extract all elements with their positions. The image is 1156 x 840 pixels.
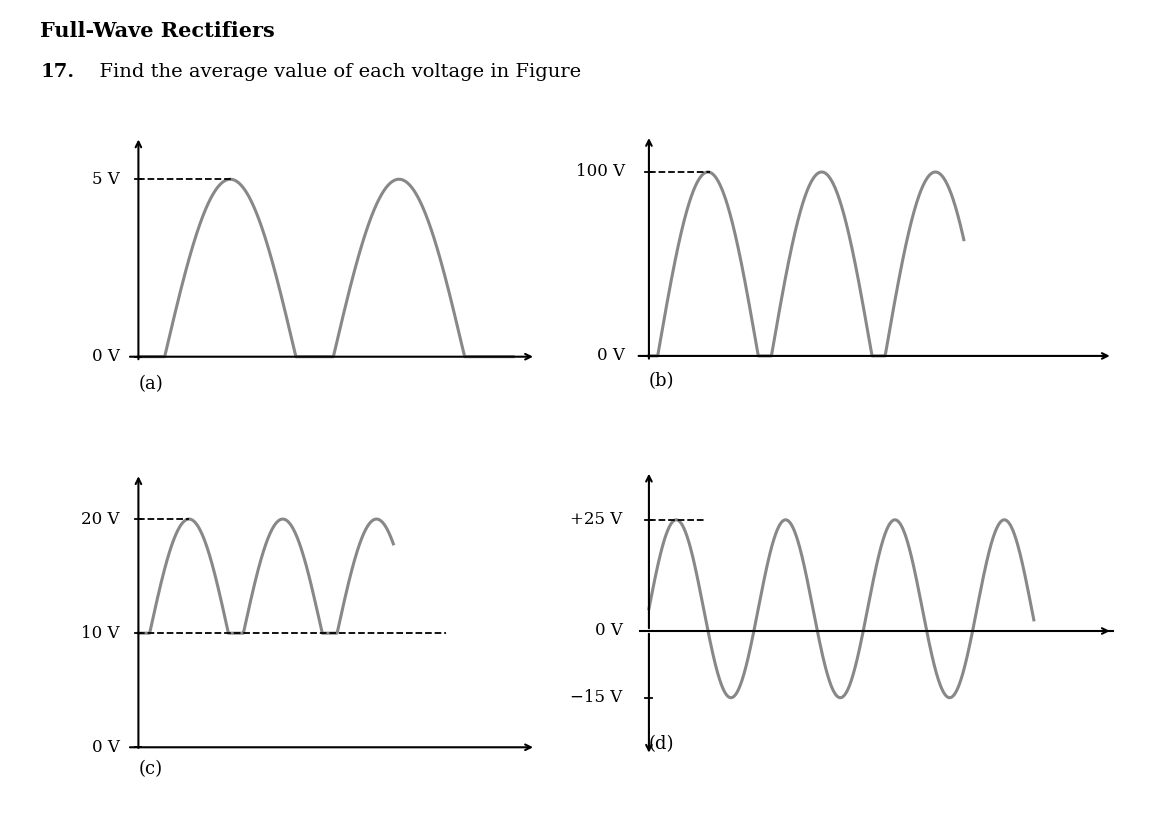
Text: (a): (a): [139, 375, 163, 393]
Text: (b): (b): [649, 372, 674, 391]
Text: (d): (d): [649, 735, 674, 753]
Text: (c): (c): [139, 760, 163, 778]
Text: 0 V: 0 V: [91, 739, 120, 756]
Text: 0 V: 0 V: [596, 348, 625, 365]
Text: 100 V: 100 V: [576, 164, 625, 181]
Text: 20 V: 20 V: [81, 511, 120, 528]
Text: 5 V: 5 V: [92, 171, 120, 187]
Text: Find the average value of each voltage in Figure: Find the average value of each voltage i…: [87, 63, 580, 81]
Text: 10 V: 10 V: [81, 625, 120, 642]
Text: Full-Wave Rectifiers: Full-Wave Rectifiers: [40, 21, 275, 41]
Text: 17.: 17.: [40, 63, 75, 81]
Text: −15 V: −15 V: [570, 689, 623, 706]
Text: +25 V: +25 V: [570, 512, 623, 528]
Text: 0 V: 0 V: [91, 349, 120, 365]
Text: 0 V: 0 V: [595, 622, 623, 639]
